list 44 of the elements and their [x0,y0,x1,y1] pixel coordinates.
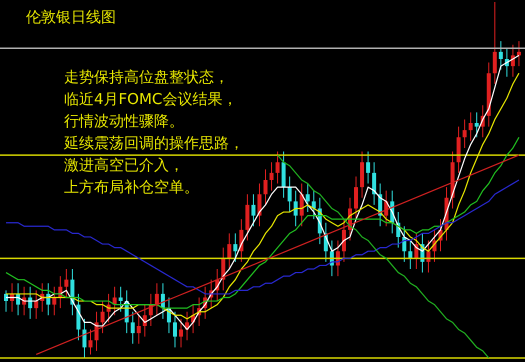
candlestick [257,184,262,226]
candlestick [486,62,491,127]
candlestick [270,162,274,191]
candlestick [264,169,268,205]
candlestick [233,233,238,262]
candlestick [100,301,105,334]
candlestick [52,286,56,316]
annotation: 上方布局补仓空单。 [64,177,200,198]
candlestick [294,190,298,226]
candlestick [88,330,92,354]
candlestick [227,233,232,269]
candlestick [456,126,461,173]
candlestick [474,112,479,138]
candlestick [462,119,467,148]
candlestick [360,152,364,198]
annotation: 延续震荡回调的操作思路， [64,133,244,154]
chart-title: 伦敦银日线图 [26,8,116,27]
candlestick [468,112,473,141]
annotation: 激进高空已介入， [64,155,185,176]
candlestick [130,312,135,344]
candlestick [408,240,412,269]
candlestick [251,194,256,226]
candlestick [282,152,286,198]
candlestick [136,315,141,344]
candlestick [366,152,370,184]
candlestick [492,2,497,84]
candlestick [172,312,177,348]
candlestick [64,269,68,298]
candlestick [516,41,521,66]
annotation: 走势保持高位盘整状态， [64,67,230,88]
candlestick [276,152,280,184]
annotation: 行情波动性骤降。 [64,111,185,132]
candlestick [498,41,503,70]
candlestick [4,290,8,312]
candlestick [28,286,32,319]
candlestick [154,283,159,316]
candlestick [288,176,292,212]
annotation: 临近4月FOMC会议结果， [64,89,238,110]
candlestick [179,318,184,348]
candlestick [245,194,250,241]
candlestick [354,176,358,220]
candlestick [372,162,376,205]
candlestick [34,290,38,319]
candlestick [118,286,123,312]
